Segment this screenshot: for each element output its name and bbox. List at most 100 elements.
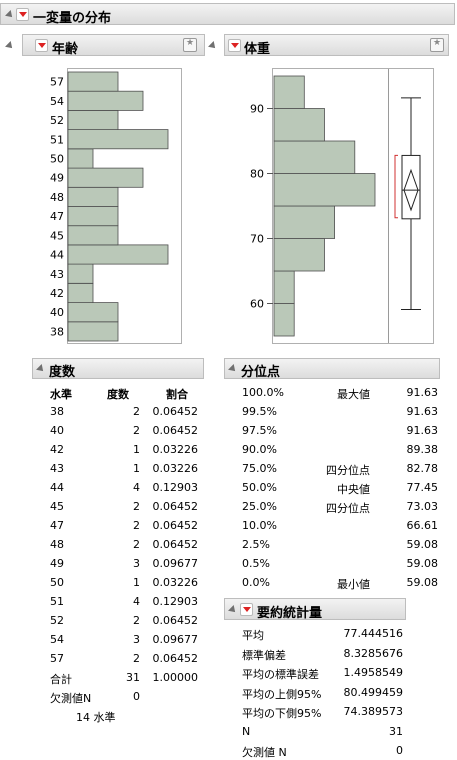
- quantile-value: 77.45: [406, 481, 439, 494]
- level-cell: 57: [50, 652, 64, 665]
- count-cell: 1: [133, 462, 140, 475]
- col-header-prob: 割合: [166, 388, 188, 401]
- total-count: 31: [126, 671, 140, 684]
- quantile-value: 59.08: [406, 538, 439, 551]
- collapse-triangle-icon[interactable]: [228, 364, 238, 374]
- weight-chart: 90 80 70 60: [250, 69, 421, 343]
- pin-icon[interactable]: [183, 38, 197, 52]
- level-cell: 45: [50, 500, 64, 513]
- level-cell: 40: [50, 424, 64, 437]
- y-tick-label: 57: [50, 76, 64, 89]
- level-cell: 42: [50, 443, 64, 456]
- stat-label: 平均の上側95%: [242, 687, 322, 701]
- missing-label: 欠測値N: [50, 692, 92, 705]
- quantile-level: 10.0%: [242, 519, 277, 532]
- weight-panel-title: 体重: [244, 42, 271, 57]
- quantile-label: 四分位点: [326, 464, 370, 477]
- level-cell: 47: [50, 519, 64, 532]
- age-histogram-frame: [67, 68, 182, 344]
- quantile-value: 73.03: [406, 500, 439, 513]
- level-cell: 38: [50, 405, 64, 418]
- histogram-bar: [273, 270, 295, 304]
- prob-cell: 0.03226: [152, 576, 199, 589]
- prob-cell: 0.06452: [152, 614, 199, 627]
- y-tick-label: 60: [250, 298, 264, 311]
- weight-chart-frame: [272, 68, 434, 344]
- quantile-level: 0.5%: [242, 557, 270, 570]
- quantile-level: 2.5%: [242, 538, 270, 551]
- collapse-triangle-icon[interactable]: [228, 605, 238, 615]
- prob-cell: 0.06452: [152, 405, 199, 418]
- prob-cell: 0.12903: [152, 481, 199, 494]
- count-cell: 1: [133, 443, 140, 456]
- col-header-count: 度数: [107, 388, 129, 401]
- stat-value: 31: [389, 724, 403, 738]
- prob-cell: 0.06452: [152, 500, 199, 513]
- y-tick-label: 42: [50, 287, 64, 300]
- y-tick-label: 52: [50, 114, 64, 127]
- stat-value: 74.389573: [343, 705, 404, 718]
- prob-cell: 0.06452: [152, 519, 199, 532]
- y-tick-label: 50: [50, 153, 64, 166]
- quantile-level: 0.0%: [242, 576, 270, 589]
- y-tick-label: 47: [50, 210, 64, 223]
- total-prob: 1.00000: [152, 671, 199, 684]
- pin-icon[interactable]: [430, 38, 444, 52]
- total-label: 合計: [50, 673, 72, 686]
- y-tick-label: 44: [50, 249, 64, 262]
- quantile-value: 91.63: [406, 424, 439, 437]
- summary-title: 要約統計量: [257, 606, 323, 621]
- count-cell: 2: [133, 500, 140, 513]
- stat-label: N: [242, 724, 251, 738]
- missing-count: 0: [133, 690, 140, 703]
- quantile-level: 100.0%: [242, 386, 284, 399]
- red-triangle-menu-icon[interactable]: [35, 39, 48, 52]
- y-tick-label: 38: [50, 325, 64, 338]
- prob-cell: 0.03226: [152, 462, 199, 475]
- quantile-level: 50.0%: [242, 481, 277, 494]
- prob-cell: 0.09677: [152, 557, 199, 570]
- histogram-bar: [273, 205, 335, 239]
- count-cell: 2: [133, 405, 140, 418]
- y-tick-label: 51: [50, 133, 64, 146]
- quantile-value: 82.78: [406, 462, 439, 475]
- y-tick-label: 80: [250, 168, 264, 181]
- y-tick-label: 40: [50, 306, 64, 319]
- age-histogram: 38 40 42 43 44 45 47 48 49 50 51 52 54 57: [50, 71, 169, 342]
- level-cell: 50: [50, 576, 64, 589]
- red-triangle-menu-icon[interactable]: [228, 39, 241, 52]
- distribution-header: 一変量の分布: [0, 3, 455, 26]
- y-tick-label: 43: [50, 268, 64, 281]
- summary-header: 要約統計量: [224, 598, 406, 621]
- count-cell: 1: [133, 576, 140, 589]
- age-panel-header: 年齢: [5, 34, 205, 57]
- page-title: 一変量の分布: [33, 11, 112, 26]
- histogram-bar: [273, 75, 305, 109]
- stat-value: 77.444516: [343, 627, 404, 640]
- red-triangle-menu-icon[interactable]: [240, 603, 253, 616]
- stat-value: 1.4958549: [343, 666, 404, 679]
- red-triangle-menu-icon[interactable]: [16, 8, 29, 21]
- prob-cell: 0.06452: [152, 424, 199, 437]
- quantile-label: 中央値: [337, 483, 370, 496]
- quantile-value: 59.08: [406, 557, 439, 570]
- collapse-triangle-icon[interactable]: [36, 364, 46, 374]
- quantile-label: 最大値: [337, 388, 370, 401]
- age-panel-title: 年齢: [52, 42, 79, 57]
- stat-label: 平均の標準誤差: [242, 668, 319, 681]
- level-cell: 43: [50, 462, 64, 475]
- col-header-level: 水準: [50, 388, 72, 401]
- quantile-level: 25.0%: [242, 500, 277, 513]
- prob-cell: 0.03226: [152, 443, 199, 456]
- stat-value: 80.499459: [343, 685, 404, 699]
- histogram-bar: [273, 140, 356, 174]
- prob-cell: 0.06452: [152, 538, 199, 551]
- level-cell: 52: [50, 614, 64, 627]
- weight-panel-header: 体重: [208, 34, 449, 57]
- quantile-value: 91.63: [406, 405, 439, 418]
- level-cell: 51: [50, 595, 64, 608]
- quantile-value: 91.63: [406, 386, 439, 399]
- histogram-bar: [67, 71, 119, 92]
- prob-cell: 0.06452: [152, 652, 199, 665]
- quantile-value: 59.08: [406, 576, 439, 589]
